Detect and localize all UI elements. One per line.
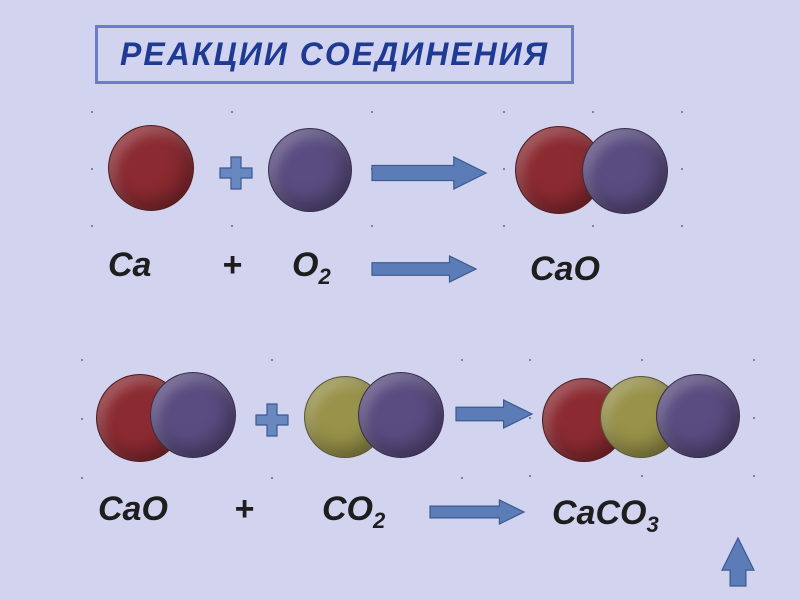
label-caco3: CaCO3 bbox=[552, 494, 659, 538]
diagram-canvas: РЕАКЦИИ СОЕДИНЕНИЯ Ca + O2 CaO CaO + CO2 CaCO3 bbox=[0, 0, 800, 600]
arrow-right bbox=[454, 398, 534, 430]
label-o2: O2 bbox=[292, 246, 331, 290]
label-plus: + bbox=[222, 246, 242, 285]
arrow-up bbox=[720, 536, 756, 588]
arrow-right bbox=[370, 155, 488, 191]
label-cao: CaO bbox=[98, 490, 168, 529]
label-cao: CaO bbox=[530, 250, 600, 289]
label-co2: CO2 bbox=[322, 490, 385, 534]
plus-icon bbox=[218, 155, 254, 191]
label-plus: + bbox=[234, 490, 254, 529]
atom-o bbox=[150, 372, 236, 458]
atom-o bbox=[358, 372, 444, 458]
title: РЕАКЦИИ СОЕДИНЕНИЯ bbox=[95, 25, 574, 84]
atom-o bbox=[268, 128, 352, 212]
plus-icon bbox=[254, 402, 290, 438]
label-ca: Ca bbox=[108, 246, 151, 285]
atom-o bbox=[582, 128, 668, 214]
arrow-right bbox=[370, 254, 478, 284]
arrow-right bbox=[428, 498, 526, 526]
atom-ca bbox=[108, 125, 194, 211]
atom-o bbox=[656, 374, 740, 458]
